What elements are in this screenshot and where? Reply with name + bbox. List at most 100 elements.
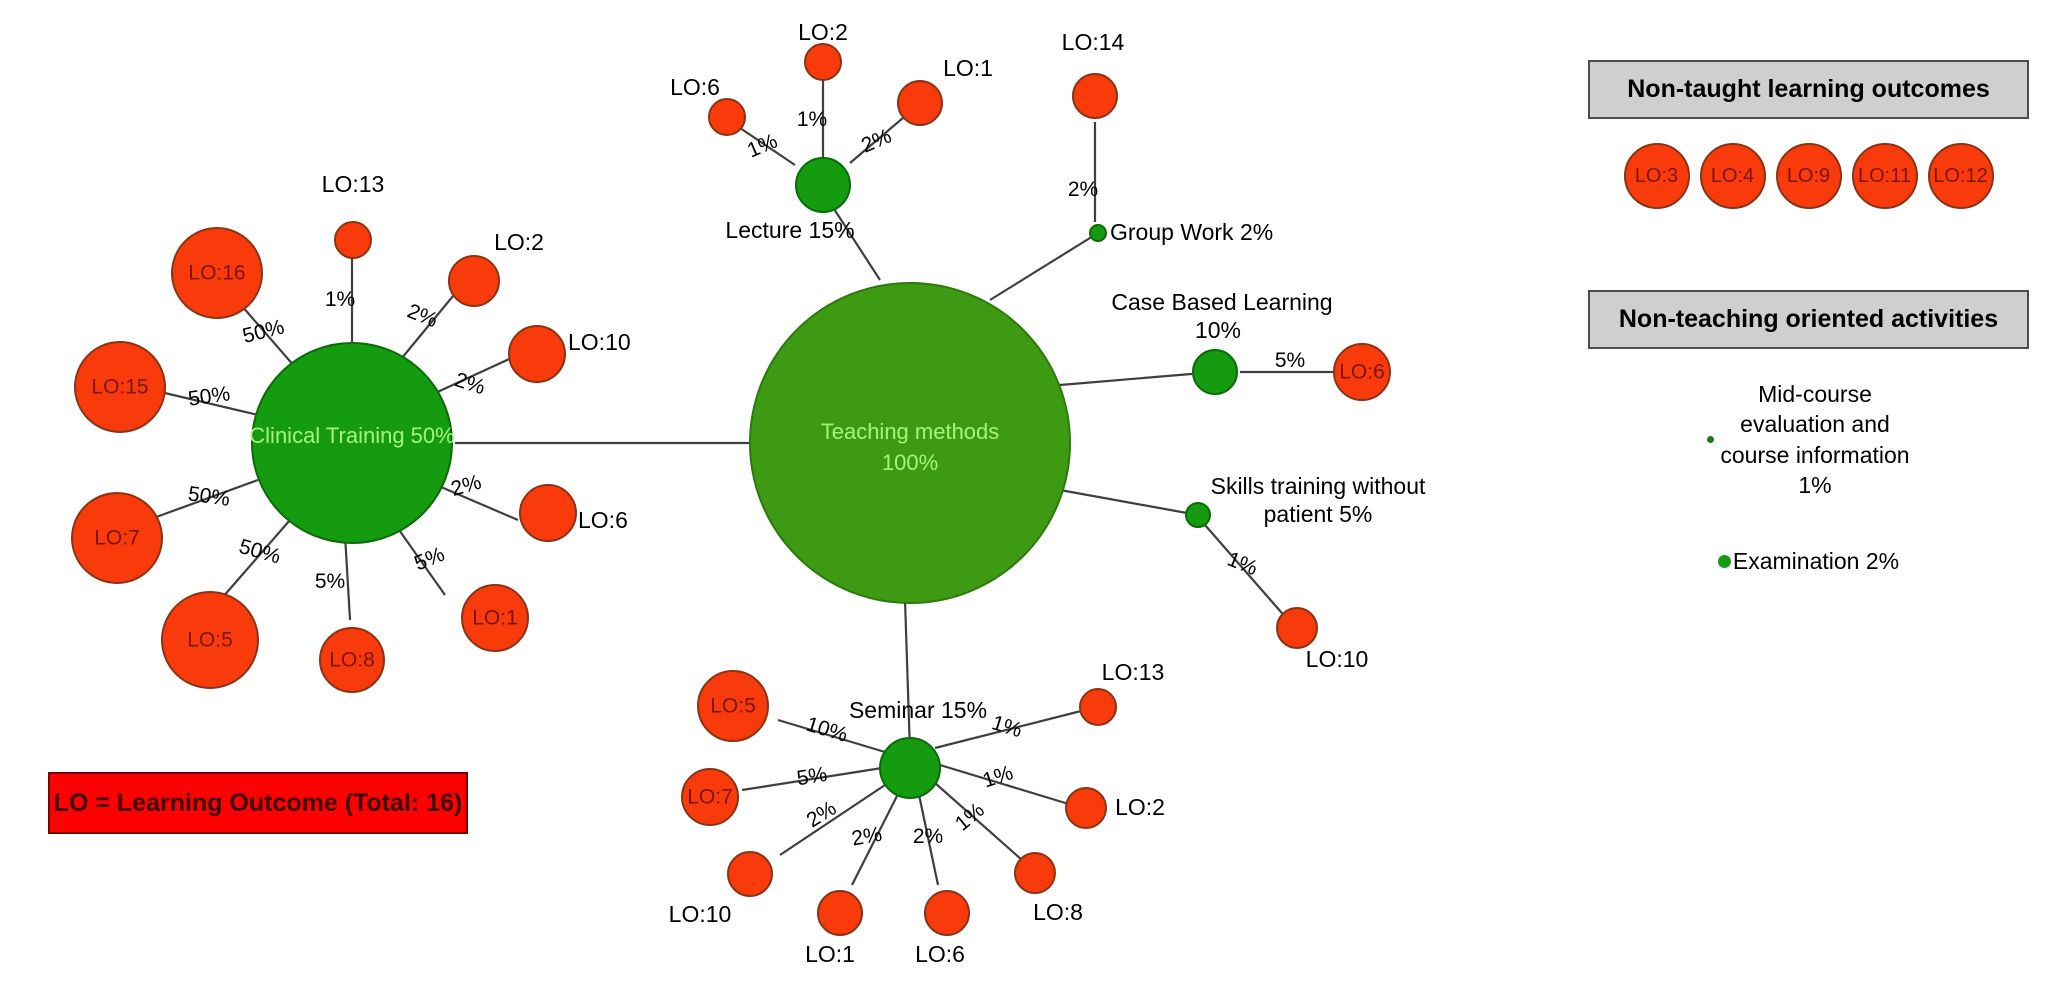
method-node-clinical-training[interactable] xyxy=(251,342,453,544)
cluster-case-based-learning: 5% LO:6 Case Based Learning 10% xyxy=(1111,289,1391,401)
lo-node-clinical-lo1[interactable] xyxy=(461,584,529,652)
edge-label-seminar-lo2: 1% xyxy=(980,761,1016,792)
edge-clinical-lo5 xyxy=(221,519,291,599)
lo-node-clinical-lo8[interactable] xyxy=(319,627,385,693)
edge-label-clinical-lo8: 5% xyxy=(315,570,345,593)
lo-label-groupwork-lo14: LO:14 xyxy=(1062,29,1125,55)
legend-learning-outcome-box: LO = Learning Outcome (Total: 16) xyxy=(48,772,468,834)
edge-label-seminar-lo13: 1% xyxy=(989,711,1025,742)
lo-label-seminar-lo6: LO:6 xyxy=(915,941,965,967)
hub-label-line1: Teaching methods xyxy=(821,419,1000,444)
lo-label-clinical-lo2: LO:2 xyxy=(494,229,544,255)
activity-line-2: evaluation and xyxy=(1740,411,1890,438)
edge-label-lecture-lo2: 1% xyxy=(797,108,827,131)
green-dot-icon xyxy=(1707,436,1715,444)
edge-label-seminar-lo7: 5% xyxy=(795,763,829,790)
edge-seminar-lo10 xyxy=(779,782,889,856)
lo-label-clinical-lo5: LO:5 xyxy=(187,629,233,652)
hub-node-teaching-methods[interactable] xyxy=(749,282,1071,604)
panel-non-taught-title: Non-taught learning outcomes xyxy=(1588,60,2029,119)
lo-node-seminar-lo10[interactable] xyxy=(727,851,773,897)
lo-label-skills-lo10: LO:10 xyxy=(1306,646,1369,672)
edge-label-seminar-lo10: 2% xyxy=(803,797,841,833)
lo-label-casebased-lo6: LO:6 xyxy=(1339,361,1385,384)
green-dot-icon xyxy=(1717,555,1731,569)
edge-label-clinical-lo6: 2% xyxy=(448,471,484,501)
lo-node-clinical-lo15[interactable] xyxy=(74,341,166,433)
edge-label-casebased-lo6: 5% xyxy=(1275,349,1305,372)
non-taught-lo-chip[interactable]: LO:11 xyxy=(1851,143,1918,209)
lo-label-seminar-lo10: LO:10 xyxy=(669,901,732,927)
lo-node-clinical-lo10[interactable] xyxy=(508,325,566,383)
lo-label-lecture-lo1: LO:1 xyxy=(943,55,993,81)
cluster-lecture: 1% 1% 2% LO:6 LO:2 LO:1 Lecture 15% xyxy=(670,19,993,243)
activity-mid-course-evaluation[interactable]: Mid-course evaluation and course informa… xyxy=(1588,379,2029,500)
edge-clinical-lo1 xyxy=(391,519,446,596)
method-node-skills-training[interactable] xyxy=(1185,502,1211,528)
lo-node-seminar-lo5[interactable] xyxy=(697,670,769,742)
method-node-seminar[interactable] xyxy=(879,737,941,799)
edge-clinical-lo15 xyxy=(151,388,259,417)
activity-line-3: course information xyxy=(1720,441,1910,468)
non-taught-lo-chip[interactable]: LO:4 xyxy=(1699,143,1766,209)
lo-label-seminar-lo8: LO:8 xyxy=(1033,899,1083,925)
lo-node-seminar-lo7[interactable] xyxy=(681,768,739,826)
lo-node-clinical-lo5[interactable] xyxy=(161,591,259,689)
lo-node-clinical-lo16[interactable] xyxy=(171,227,263,319)
edge-seminar-lo8 xyxy=(934,782,1023,861)
non-taught-lo-chip[interactable]: LO:9 xyxy=(1775,143,1842,209)
method-node-group-work[interactable] xyxy=(1089,224,1107,242)
edge-seminar-lo13 xyxy=(934,708,1086,750)
edge-label-seminar-lo8: 1% xyxy=(951,798,989,835)
lo-label-clinical-lo15: LO:15 xyxy=(91,376,148,399)
hub-edges xyxy=(455,194,1216,753)
edge-seminar-lo2 xyxy=(939,763,1073,807)
edge-hub-groupwork xyxy=(989,232,1099,301)
lo-label-clinical-lo1: LO:1 xyxy=(472,607,518,630)
edge-skills-lo10 xyxy=(1204,524,1289,621)
edge-label-seminar-lo5: 10% xyxy=(803,713,850,747)
activity-row: Examination 2% xyxy=(1588,546,2029,576)
edge-label-clinical-lo5: 50% xyxy=(236,535,283,569)
edge-seminar-lo5 xyxy=(777,718,886,754)
edge-label-clinical-lo7: 50% xyxy=(186,482,231,511)
activity-examination[interactable]: Examination 2% xyxy=(1588,546,2029,576)
lo-node-skills-lo10[interactable] xyxy=(1276,607,1318,649)
non-taught-lo-chip[interactable]: LO:12 xyxy=(1927,143,1994,209)
lo-node-clinical-lo7[interactable] xyxy=(71,492,163,584)
hub-label-line2: 100% xyxy=(882,450,938,475)
lo-label-clinical-lo6: LO:6 xyxy=(578,507,628,533)
method-label-case-based-learning-1: Case Based Learning xyxy=(1111,289,1332,315)
lo-node-seminar-lo8[interactable] xyxy=(1014,852,1056,894)
lo-node-seminar-lo13[interactable] xyxy=(1079,688,1117,726)
lo-node-seminar-lo2[interactable] xyxy=(1065,787,1107,829)
non-taught-lo-chip[interactable]: LO:3 xyxy=(1623,143,1690,209)
method-label-skills-training-1: Skills training without xyxy=(1211,473,1426,499)
edge-lecture-lo6 xyxy=(739,127,796,166)
method-label-lecture: Lecture 15% xyxy=(725,217,854,243)
edge-clinical-lo7 xyxy=(147,478,259,522)
lo-node-clinical-lo6[interactable] xyxy=(519,484,577,542)
lo-label-clinical-lo8: LO:8 xyxy=(329,649,375,672)
method-node-lecture[interactable] xyxy=(795,157,851,213)
lo-node-seminar-lo6[interactable] xyxy=(924,890,970,936)
lo-node-lecture-lo2[interactable] xyxy=(804,43,842,81)
lo-node-clinical-lo13[interactable] xyxy=(334,221,372,259)
activity-examination-label: Examination 2% xyxy=(1732,548,1900,575)
panel-non-teaching-title: Non-teaching oriented activities xyxy=(1588,290,2029,349)
lo-node-clinical-lo2[interactable] xyxy=(448,255,500,307)
cluster-seminar: 10% 5% 2% 2% 2% 1% 1% 1% LO:5 LO:7 LO:10… xyxy=(669,659,1165,967)
lo-node-casebased-lo6[interactable] xyxy=(1333,343,1391,401)
panel-non-taught-learning-outcomes: Non-taught learning outcomes LO:3 LO:4 L… xyxy=(1588,60,2029,209)
edge-label-clinical-lo2: 2% xyxy=(404,300,441,333)
edge-hub-casebased xyxy=(1059,370,1216,387)
activity-line-1: Mid-course xyxy=(1758,381,1872,407)
method-label-skills-training-2: patient 5% xyxy=(1264,501,1373,527)
method-node-case-based-learning[interactable] xyxy=(1192,349,1238,395)
lo-node-lecture-lo6[interactable] xyxy=(708,98,746,136)
lo-node-groupwork-lo14[interactable] xyxy=(1072,73,1118,119)
edge-hub-seminar xyxy=(903,599,912,753)
lo-node-seminar-lo1[interactable] xyxy=(817,890,863,936)
lo-node-lecture-lo1[interactable] xyxy=(897,80,943,126)
